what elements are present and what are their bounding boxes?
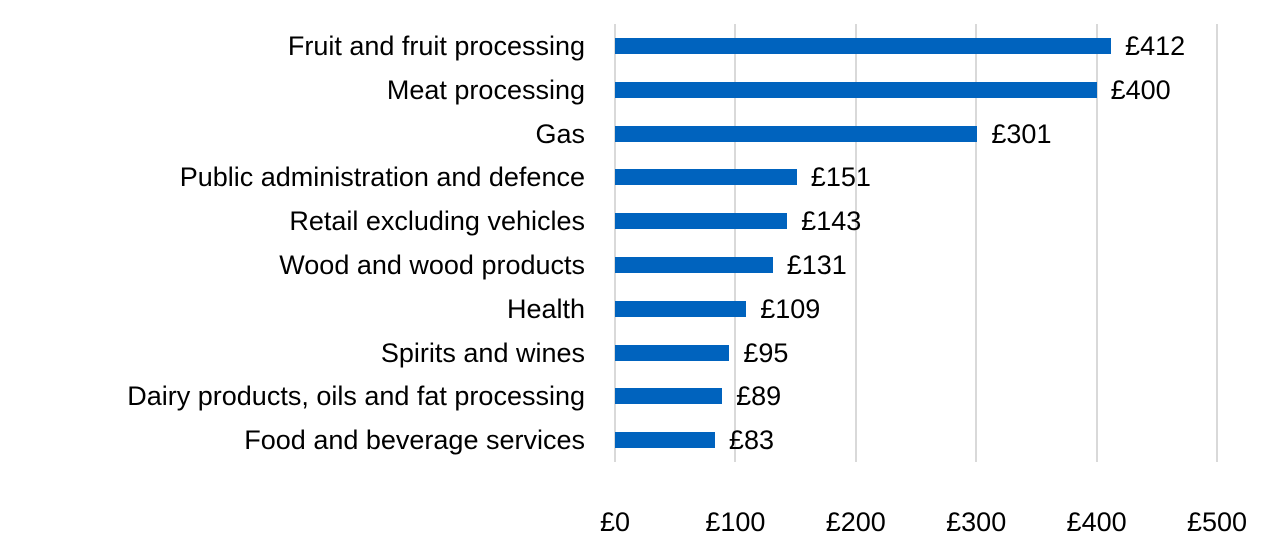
bar bbox=[615, 125, 978, 142]
x-axis-tick-label: £100 bbox=[705, 507, 766, 537]
gridline bbox=[1095, 24, 1098, 462]
bar bbox=[615, 300, 747, 317]
bar-value-label: £95 bbox=[743, 337, 789, 368]
gridline bbox=[734, 24, 737, 462]
bar-value-label: £83 bbox=[728, 425, 774, 456]
category-label: Spirits and wines bbox=[380, 337, 585, 368]
bar bbox=[615, 256, 773, 273]
category-label: Meat processing bbox=[386, 74, 585, 105]
gridline bbox=[975, 24, 978, 462]
bar bbox=[615, 81, 1097, 98]
bar-value-label: £301 bbox=[991, 118, 1052, 149]
gridline bbox=[854, 24, 857, 462]
category-label: Dairy products, oils and fat processing bbox=[127, 381, 585, 412]
category-label: Fruit and fruit processing bbox=[287, 30, 585, 61]
category-label: Retail excluding vehicles bbox=[289, 206, 585, 237]
gridline bbox=[1216, 24, 1218, 462]
bar-value-label: £143 bbox=[801, 206, 862, 237]
bar-value-label: £131 bbox=[786, 249, 847, 280]
x-axis-tick-label: £300 bbox=[946, 507, 1007, 537]
bar-value-label: £89 bbox=[736, 381, 782, 412]
bar bbox=[615, 344, 730, 361]
category-label: Public administration and defence bbox=[179, 162, 585, 193]
bar bbox=[615, 213, 788, 230]
x-axis-tick-label: £0 bbox=[599, 507, 631, 537]
bar-value-label: £151 bbox=[810, 162, 871, 193]
gridline bbox=[614, 24, 616, 462]
x-axis-tick-label: £400 bbox=[1066, 507, 1127, 537]
category-label: Wood and wood products bbox=[279, 249, 585, 280]
category-label: Health bbox=[506, 293, 585, 324]
category-label: Food and beverage services bbox=[244, 425, 585, 456]
bar-value-label: £412 bbox=[1125, 30, 1186, 61]
bar-value-label: £400 bbox=[1110, 74, 1171, 105]
bar bbox=[615, 169, 797, 186]
bar bbox=[615, 37, 1112, 54]
category-label: Gas bbox=[535, 118, 585, 149]
x-axis-tick-label: £500 bbox=[1186, 507, 1248, 537]
bar bbox=[615, 432, 715, 449]
bar bbox=[615, 388, 723, 405]
bar-value-label: £109 bbox=[760, 293, 821, 324]
x-axis-tick-label: £200 bbox=[825, 507, 886, 537]
